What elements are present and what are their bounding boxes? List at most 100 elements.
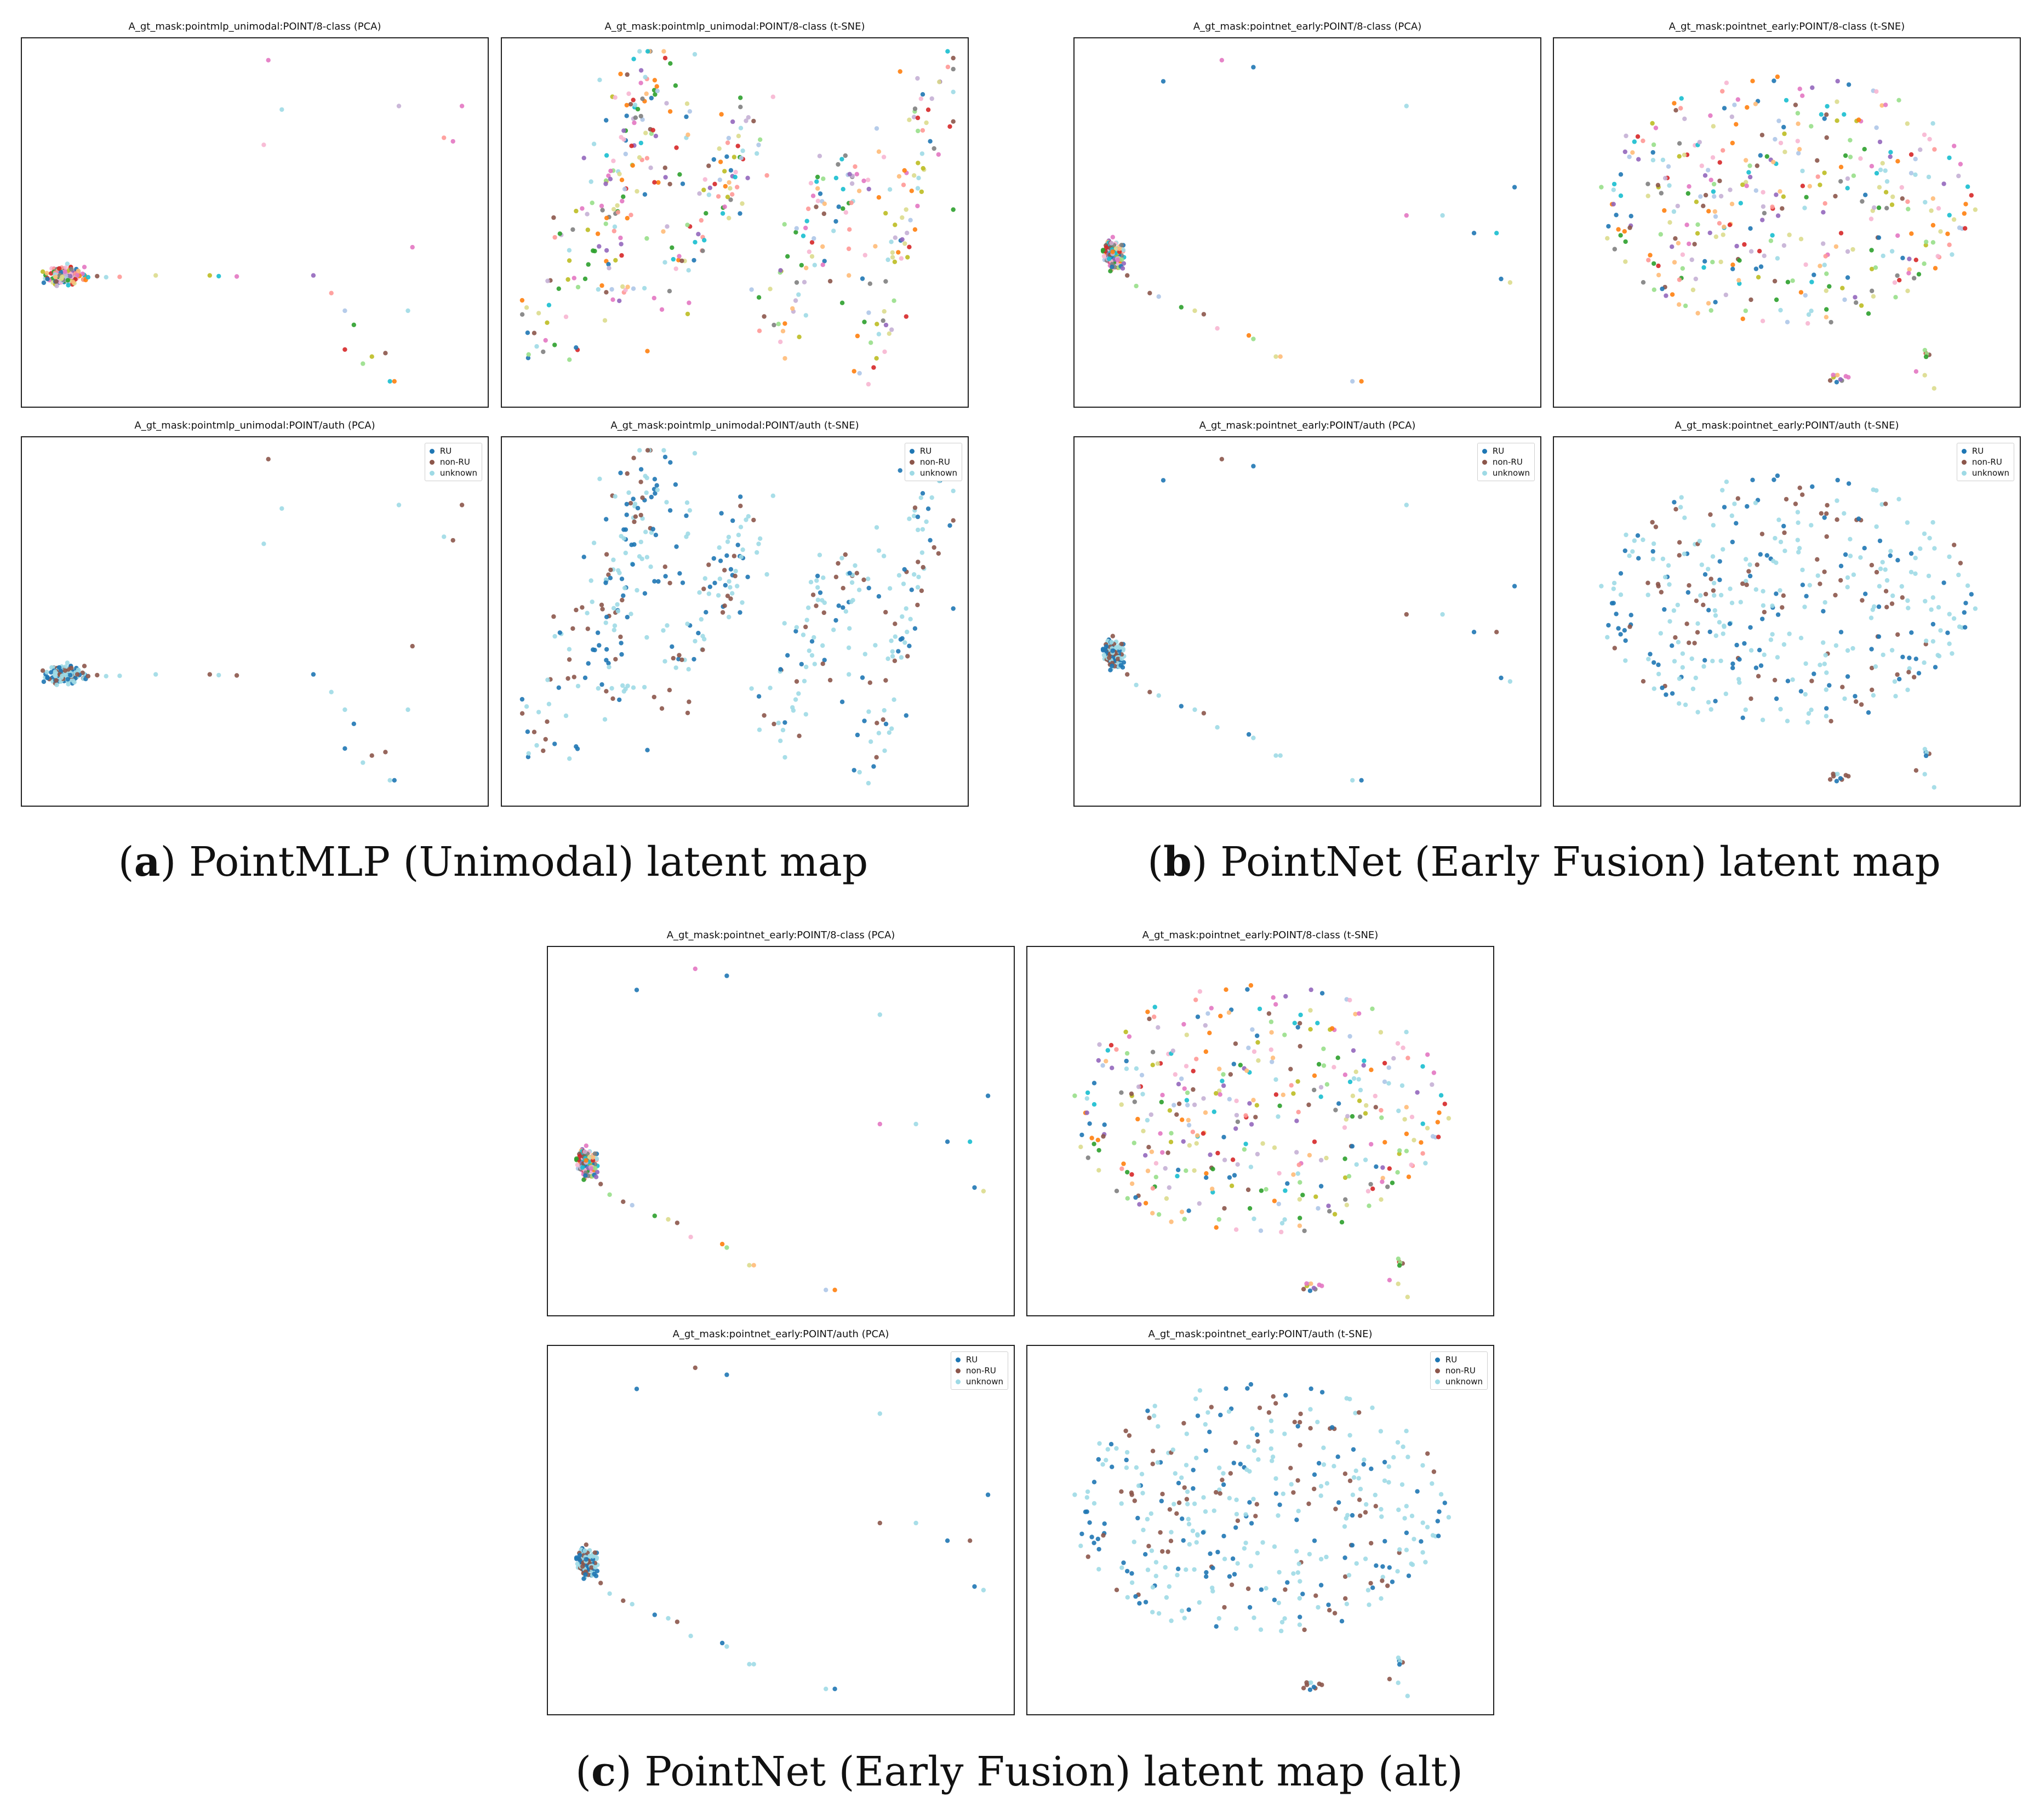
legend-marker (1482, 448, 1487, 454)
scatter-point (1324, 1082, 1330, 1087)
scatter-point (1868, 216, 1874, 221)
scatter-point (1446, 1515, 1452, 1520)
scatter-point (1148, 1511, 1153, 1516)
scatter-point (836, 204, 841, 209)
scatter-point (1397, 1547, 1402, 1552)
scatter-point (1184, 1032, 1189, 1037)
scatter-point (1835, 772, 1840, 777)
scatter-point (1605, 236, 1610, 241)
scatter-point (1140, 1491, 1145, 1496)
scatter-point (1092, 1142, 1096, 1146)
scatter-point (1304, 1281, 1309, 1286)
scatter-point (1248, 983, 1254, 988)
scatter-point (1770, 603, 1775, 608)
scatter-point (1876, 205, 1882, 210)
scatter-point (1268, 1418, 1274, 1423)
scatter-point (860, 276, 865, 281)
scatter-point (1397, 1662, 1402, 1667)
scatter-point (887, 187, 893, 192)
scatter-point (612, 627, 616, 632)
scatter-point (1150, 1049, 1156, 1054)
scatter-point (342, 347, 347, 352)
scatter-point (1900, 255, 1905, 260)
scatter-point (673, 83, 678, 88)
scatter-point (1827, 777, 1833, 782)
scatter-point (1119, 642, 1124, 647)
plot-title: A_gt_mask:pointnet_early:POINT/auth (PCA… (1199, 420, 1416, 431)
scatter-point (1740, 715, 1745, 720)
scatter-point (722, 568, 727, 573)
scatter-point (1307, 1153, 1312, 1158)
scatter-point (1770, 204, 1775, 209)
scatter-point (1141, 1527, 1146, 1532)
scatter-point (1828, 320, 1833, 325)
scatter-point (755, 151, 759, 156)
scatter-point (1425, 1052, 1430, 1057)
scatter-point (1216, 1217, 1221, 1222)
scatter-point (63, 265, 68, 270)
scatter-point (803, 225, 808, 231)
scatter-point (843, 210, 848, 215)
scatter-point (1842, 297, 1847, 303)
scatter-point (1172, 1103, 1176, 1108)
scatter-point (1203, 1110, 1208, 1115)
scatter-point (814, 204, 819, 209)
scatter-point (1182, 1616, 1187, 1621)
scatter-point (1645, 181, 1650, 186)
scatter-point (1909, 231, 1914, 236)
scatter-point (618, 470, 623, 476)
scatter-point (1781, 593, 1786, 598)
scatter-point (1079, 1531, 1084, 1537)
scatter-point (1406, 1174, 1412, 1179)
scatter-point (54, 283, 59, 288)
scatter-point (1687, 184, 1692, 189)
scatter-point (804, 219, 809, 224)
scatter-point (1246, 333, 1252, 338)
legend-entry: unknown (955, 1376, 1003, 1387)
scatter-point (604, 552, 609, 557)
scatter-point (68, 273, 73, 279)
scatter-point (1838, 179, 1843, 184)
scatter-point (1368, 1182, 1373, 1187)
scatter-point (876, 731, 882, 735)
scatter-point (1297, 1622, 1302, 1627)
scatter-point (1179, 305, 1184, 310)
scatter-point (815, 198, 821, 203)
scatter-point (1930, 639, 1936, 644)
scatter-point (1624, 133, 1628, 139)
scatter-point (724, 973, 729, 978)
scatter-point (632, 519, 637, 524)
scatter-point (1164, 1595, 1169, 1600)
scatter-point (1087, 1121, 1092, 1126)
scatter-point (630, 1203, 635, 1208)
scatter-point (1156, 1212, 1162, 1217)
scatter-point (1298, 1180, 1302, 1185)
scatter-point (861, 577, 866, 583)
scatter-point (1318, 1493, 1323, 1498)
scatter-point (1270, 1056, 1276, 1060)
scatter-point (1888, 549, 1893, 554)
scatter-point (1110, 235, 1115, 239)
scatter-point (1219, 457, 1224, 461)
scatter-point (635, 189, 639, 194)
scatter-point (1701, 265, 1706, 270)
scatter-point (1695, 621, 1700, 626)
scatter-point (1339, 1619, 1345, 1624)
scatter-point (856, 587, 862, 592)
scatter-point (1251, 1497, 1256, 1502)
scatter-point (1169, 1131, 1174, 1136)
scatter-point (584, 1557, 588, 1562)
scatter-point (839, 556, 844, 561)
scatter-point (1283, 1188, 1288, 1193)
scatter-point (817, 552, 822, 557)
scatter-point (1936, 206, 1941, 211)
scatter-point (1952, 144, 1957, 149)
scatter-point (1294, 1150, 1299, 1155)
scatter-point (1272, 1145, 1277, 1150)
scatter-point (685, 621, 690, 626)
scatter-point (1782, 150, 1787, 155)
scatter-point (839, 300, 845, 305)
plot-title: A_gt_mask:pointnet_early:POINT/auth (t-S… (1148, 1328, 1373, 1340)
legend-entry: RU (1961, 446, 2009, 457)
scatter-point (908, 218, 913, 222)
